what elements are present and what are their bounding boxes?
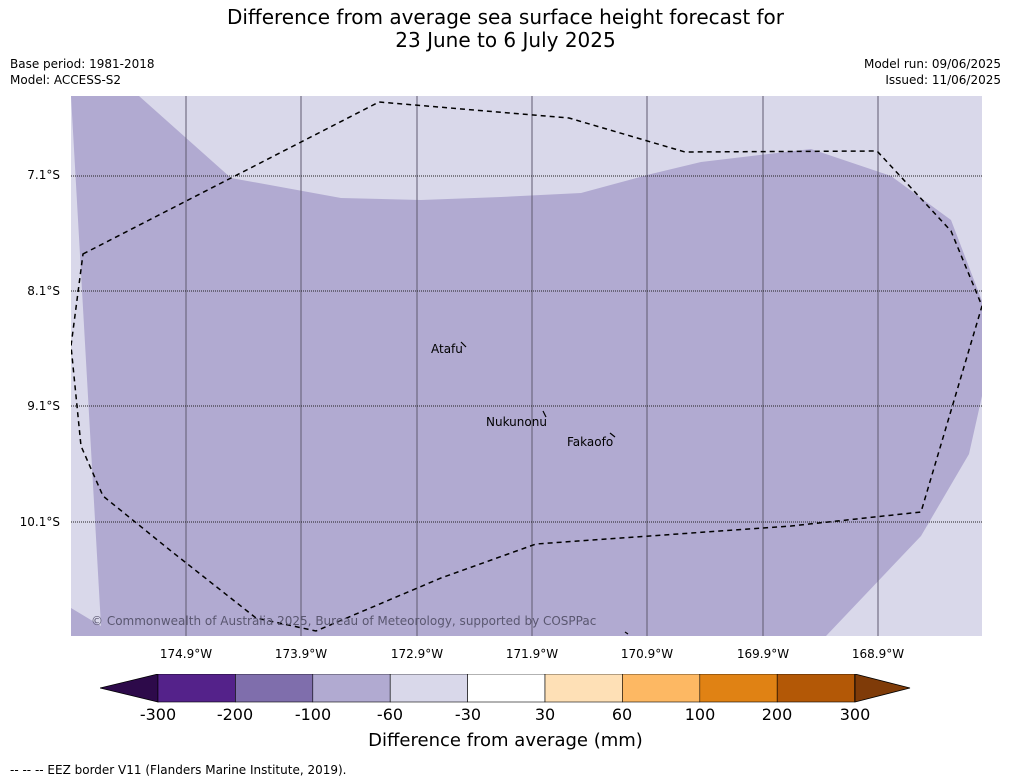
colorbar-bin — [622, 674, 701, 703]
lon-label-173-9: 173.9°W — [274, 647, 328, 661]
lat-label-7-1: 7.1°S — [27, 168, 60, 182]
metadata-right: Model run: 09/06/2025 Issued: 11/06/2025 — [864, 56, 1001, 88]
base-period: Base period: 1981-2018 — [10, 57, 155, 71]
cbar-tick-200: 200 — [761, 705, 793, 724]
sea-height-map — [71, 96, 982, 636]
model-run: Model run: 09/06/2025 — [863, 57, 1001, 71]
lon-label-169-9: 169.9°W — [736, 647, 790, 661]
island-marks — [460, 341, 629, 635]
colorbar-bin — [157, 674, 236, 703]
colorbar-bin — [699, 674, 778, 703]
cbar-tick-neg60: -60 — [376, 705, 404, 724]
colorbar-bins — [157, 674, 855, 703]
colorbar-bin — [312, 674, 391, 703]
lon-label-172-9: 172.9°W — [390, 647, 444, 661]
colorbar-bin — [467, 674, 546, 703]
colorbar-bin — [389, 674, 468, 703]
colorbar-max-extension — [854, 674, 911, 703]
lat-label-9-1: 9.1°S — [27, 399, 60, 413]
islet-mark — [624, 631, 629, 635]
model-name: Model: ACCESS-S2 — [10, 73, 122, 87]
eez-legend-note: -- -- -- EEZ border V11 (Flanders Marine… — [10, 763, 347, 777]
cbar-tick-neg300: -300 — [139, 705, 177, 724]
lon-label-171-9: 171.9°W — [505, 647, 559, 661]
cbar-tick-100: 100 — [684, 705, 716, 724]
place-label-fakaofo: Fakaofo — [567, 435, 614, 449]
lat-label-8-1: 8.1°S — [27, 284, 60, 298]
band-neg100-to-neg60 — [71, 96, 982, 636]
colorbar-bin — [776, 674, 855, 703]
cbar-tick-neg100: -100 — [294, 705, 332, 724]
cbar-tick-neg30: -30 — [454, 705, 482, 724]
cbar-tick-60: 60 — [611, 705, 633, 724]
title-line-2: 23 June to 6 July 2025 — [395, 28, 616, 52]
colorbar-min-extension — [100, 674, 159, 703]
colorbar — [100, 674, 911, 703]
place-label-atafu: Atafu — [431, 342, 463, 356]
metadata-left: Base period: 1981-2018 Model: ACCESS-S2 — [10, 56, 155, 88]
cbar-tick-300: 300 — [839, 705, 871, 724]
atafu-island — [460, 341, 467, 348]
eez-border — [71, 101, 982, 632]
lat-label-10-1: 10.1°S — [19, 515, 60, 529]
map-title: Difference from average sea surface heig… — [0, 6, 1011, 52]
colorbar-bin — [235, 674, 314, 703]
copyright-credit: © Commonwealth of Australia 2025, Bureau… — [91, 614, 597, 628]
nukunonu-island — [542, 410, 547, 418]
colorbar-bin — [544, 674, 623, 703]
cbar-tick-30: 30 — [534, 705, 556, 724]
lon-label-170-9: 170.9°W — [620, 647, 674, 661]
fakaofo-island — [609, 432, 616, 438]
cbar-tick-neg200: -200 — [216, 705, 254, 724]
colorbar-title: Difference from average (mm) — [368, 730, 643, 751]
title-line-1: Difference from average sea surface heig… — [226, 5, 785, 29]
lon-label-168-9: 168.9°W — [851, 647, 905, 661]
place-label-nukunonu: Nukunonu — [486, 415, 547, 429]
issued-date: Issued: 11/06/2025 — [885, 73, 1001, 87]
lon-label-174-9: 174.9°W — [159, 647, 213, 661]
